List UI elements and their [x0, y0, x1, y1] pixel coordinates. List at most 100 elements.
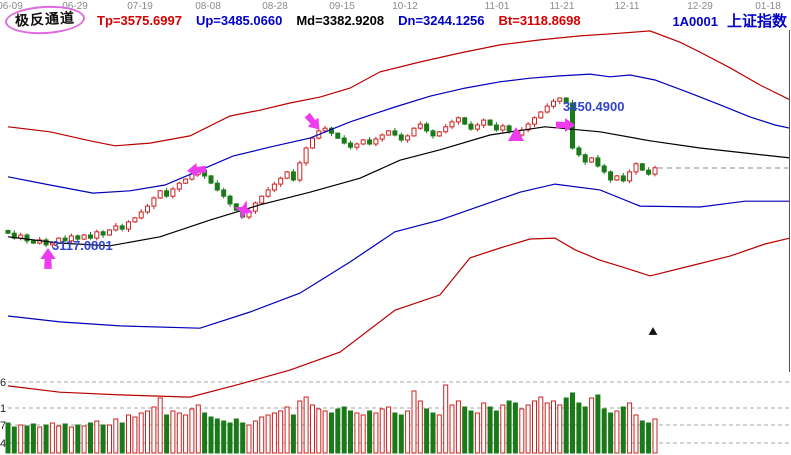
- channel-params: Tp=3575.6997 Up=3485.0660 Md=3382.9208 Dn=3…: [97, 13, 581, 28]
- volume-bar: [94, 420, 100, 454]
- candle-body: [126, 221, 131, 230]
- volume-bar: [284, 406, 290, 454]
- candle-body: [214, 182, 220, 191]
- volume-bar: [506, 400, 512, 454]
- candle-body: [354, 143, 360, 148]
- candle-body: [557, 97, 563, 102]
- volume-bar: [576, 402, 582, 454]
- volume-bar: [233, 418, 239, 454]
- volume-bar: [126, 414, 131, 454]
- candle-body: [271, 183, 277, 191]
- volume-bar: [411, 390, 417, 454]
- volume-bar: [107, 424, 112, 454]
- candle-body: [639, 163, 645, 171]
- volume-bar: [68, 426, 74, 454]
- candle-body: [81, 234, 87, 240]
- volume-bar: [227, 422, 233, 454]
- candle-body: [75, 235, 81, 240]
- volume-grid-label: 1: [0, 403, 6, 415]
- volume-bar: [538, 396, 544, 454]
- candle-body: [145, 205, 150, 213]
- candle-body: [462, 117, 468, 125]
- candle-body: [290, 171, 296, 181]
- volume-bar: [18, 424, 24, 454]
- date-tick: 09-15: [329, 1, 355, 12]
- channel-line-up: [7, 73, 791, 194]
- volume-bar: [589, 397, 595, 454]
- marker-tri-icon: [508, 127, 524, 141]
- volume-bar: [608, 412, 614, 454]
- volume-bar: [436, 414, 442, 454]
- candle-body: [37, 239, 43, 244]
- candle-body: [221, 189, 227, 197]
- candle-body: [474, 124, 480, 130]
- volume-bar: [367, 410, 373, 454]
- volume-bar: [468, 410, 474, 454]
- candle-body: [532, 117, 537, 125]
- volume-bar: [151, 406, 157, 454]
- marker-arrow-icon: [187, 163, 207, 177]
- channel-line-tp: [7, 30, 791, 147]
- volume-bar: [570, 392, 575, 454]
- volume-bar: [290, 414, 296, 454]
- volume-bar: [639, 420, 645, 454]
- volume-bar: [500, 404, 506, 454]
- volume-bar: [563, 397, 569, 454]
- candle-body: [525, 123, 531, 131]
- date-tick: 07-19: [127, 1, 153, 12]
- symbol-name: 上证指数: [726, 12, 787, 30]
- volume-bar: [5, 422, 11, 454]
- candle-body: [430, 130, 436, 137]
- volume-bar: [544, 402, 550, 454]
- volume-bar: [297, 400, 303, 454]
- volume-bar: [398, 414, 404, 454]
- volume-bar: [310, 404, 315, 454]
- candle-body: [227, 195, 233, 205]
- volume-bar: [443, 384, 449, 454]
- volume-bar: [240, 422, 246, 454]
- symbol-label: 1A0001 上证指数: [672, 10, 787, 31]
- candle-body: [278, 177, 284, 185]
- volume-grid-label: 6: [0, 377, 6, 389]
- date-axis: 06-09 06-29 07-19 08-08 08-28 09-15 10-12 11-01…: [0, 0, 791, 12]
- volume-bar: [348, 410, 353, 454]
- volume-bar: [525, 404, 531, 454]
- volume-bar: [532, 400, 537, 454]
- candle-body: [563, 97, 569, 104]
- volume-bar: [170, 410, 176, 454]
- candle-body: [360, 139, 366, 145]
- candle-body: [538, 111, 544, 119]
- candle-body: [119, 225, 125, 230]
- date-tick: 10-12: [392, 1, 418, 12]
- candle-body: [500, 125, 506, 131]
- volume-bar: [62, 423, 68, 454]
- marker-arrow-icon: [556, 118, 575, 132]
- date-tick: 08-08: [195, 1, 221, 12]
- volume-bar: [202, 412, 208, 454]
- date-tick: 12-11: [614, 1, 640, 12]
- candle-body: [627, 171, 633, 182]
- volume-bar: [487, 406, 493, 454]
- candle-body: [576, 147, 582, 156]
- volume-bar: [195, 404, 201, 454]
- candle-body: [620, 175, 626, 182]
- volume-bar: [24, 425, 30, 454]
- volume-bar: [43, 424, 49, 454]
- candle-body: [233, 203, 239, 211]
- candle-body: [30, 240, 36, 244]
- marker-tri-icon: [648, 327, 658, 335]
- candle-body: [405, 135, 411, 141]
- volume-bar: [341, 406, 347, 454]
- volume-bar: [88, 422, 93, 454]
- volume-bar: [386, 406, 392, 454]
- header-bar: 极反通道 Tp=3575.6997 Up=3485.0660 Md=3382.920…: [0, 3, 791, 37]
- volume-bar: [620, 406, 626, 454]
- candle-body: [373, 138, 379, 145]
- candle-body: [164, 190, 170, 197]
- volume-bar: [405, 410, 411, 454]
- candle-body: [481, 119, 487, 126]
- volume-bar: [392, 412, 398, 454]
- volume-bar: [512, 402, 518, 454]
